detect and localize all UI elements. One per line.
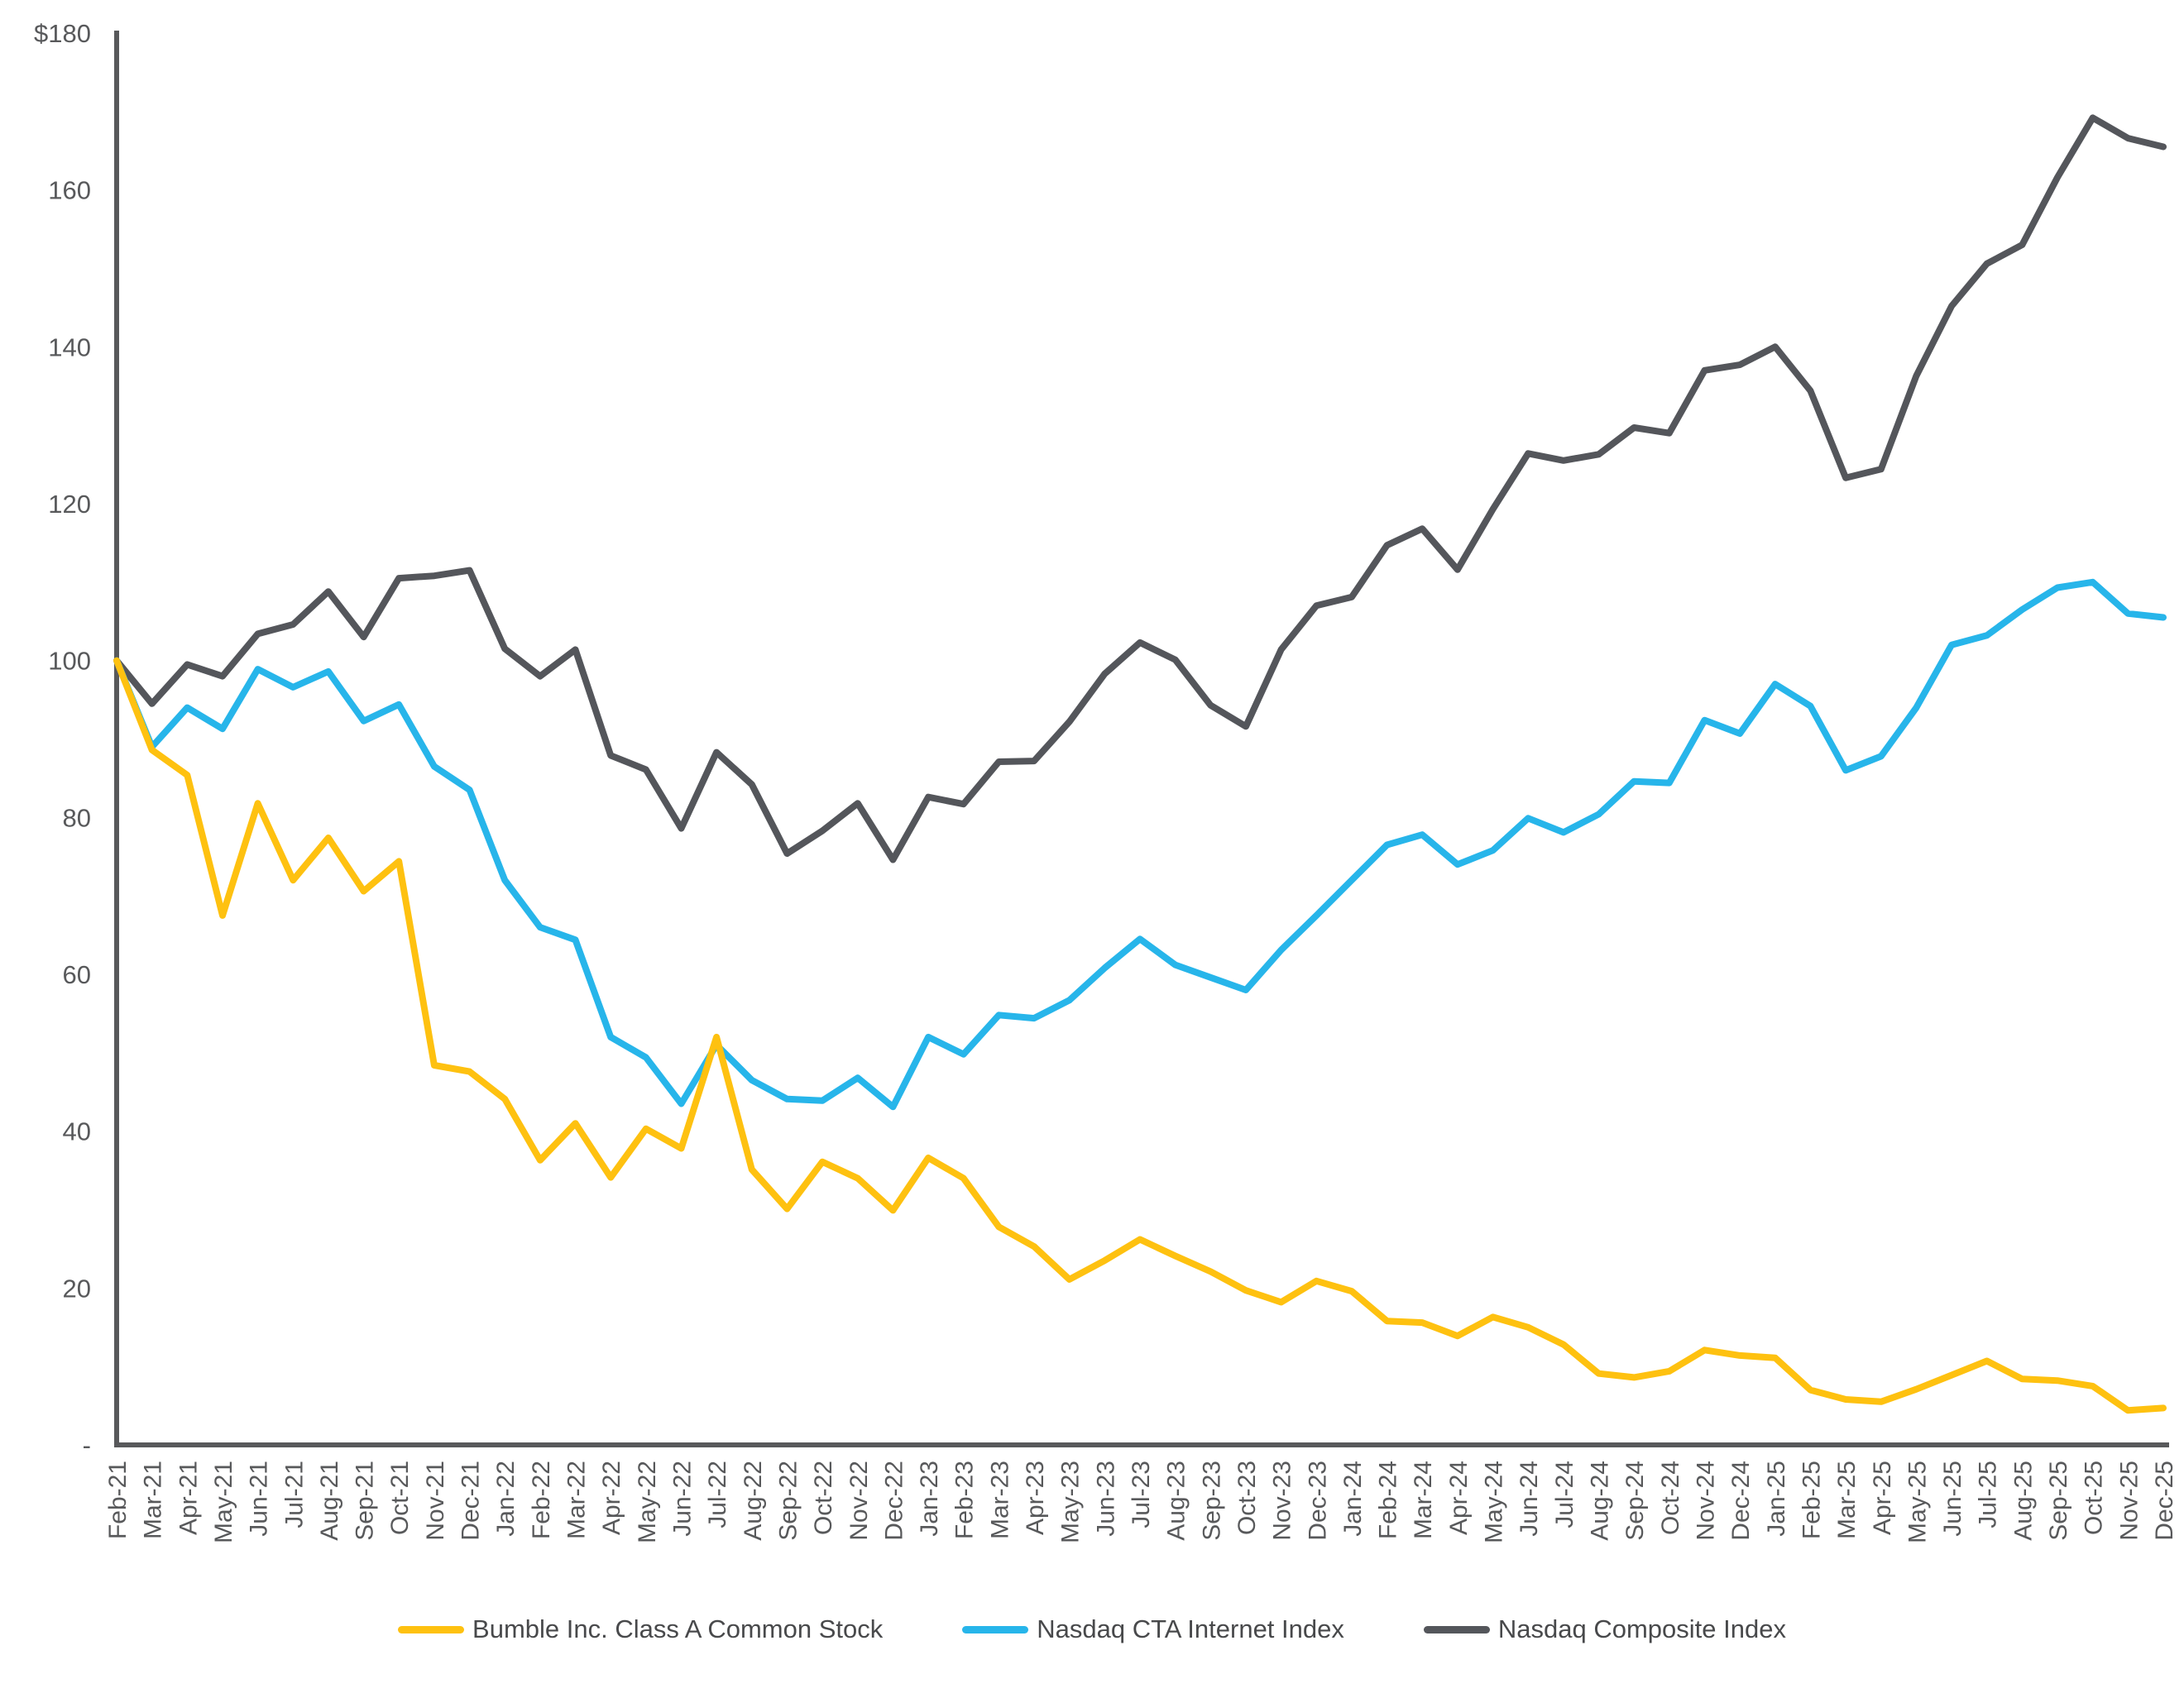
legend-swatch-icon (962, 1625, 1029, 1633)
x-axis-tick-label: Nov-22 (845, 1461, 873, 1541)
y-axis-tick-label: 140 (48, 332, 91, 361)
x-axis-tick-label: Oct-22 (810, 1461, 837, 1535)
x-axis-tick-label: Oct-25 (2081, 1461, 2108, 1535)
x-axis-tick-label: Jun-25 (1939, 1461, 1966, 1537)
x-axis-tick-label: Jun-24 (1516, 1461, 1543, 1537)
x-axis-tick-label: Oct-21 (386, 1461, 414, 1535)
x-axis-tick-label: Feb-22 (528, 1461, 555, 1539)
legend-item-1: Nasdaq CTA Internet Index (962, 1614, 1344, 1644)
x-axis-tick-label: Jul-23 (1128, 1461, 1155, 1528)
x-axis-tick-label: Jan-22 (492, 1461, 520, 1537)
legend-label: Nasdaq Composite Index (1497, 1614, 1786, 1643)
x-axis-tick-label: Sep-24 (1621, 1461, 1649, 1541)
x-axis-tick-label: Sep-25 (2045, 1461, 2072, 1541)
x-axis-tick-label: Jul-22 (704, 1461, 731, 1528)
x-axis-tick-label: Aug-21 (316, 1461, 343, 1541)
x-axis-tick-label: Jun-22 (668, 1461, 696, 1537)
x-axis-tick-label: Feb-23 (951, 1461, 979, 1539)
x-axis-tick-label: Dec-21 (457, 1461, 485, 1541)
x-axis-tick-label: Apr-25 (1869, 1461, 1896, 1535)
y-axis-tick-label: 20 (63, 1274, 91, 1303)
y-axis-tick-label: 60 (63, 960, 91, 989)
x-axis-tick-label: Mar-23 (986, 1461, 1013, 1539)
legend-item-2: Nasdaq Composite Index (1423, 1614, 1786, 1644)
x-axis-tick-label: Oct-23 (1233, 1461, 1261, 1535)
y-axis-tick-label: - (83, 1431, 91, 1460)
x-axis-tick-label: Apr-22 (598, 1461, 625, 1535)
x-axis-tick-label: Apr-23 (1022, 1461, 1049, 1535)
y-axis-tick-label: 120 (48, 490, 91, 519)
legend-label: Nasdaq CTA Internet Index (1037, 1614, 1344, 1643)
x-axis-tick-label: Feb-21 (104, 1461, 132, 1539)
series-line-0 (113, 657, 2167, 1414)
y-axis-tick-label: 80 (63, 803, 91, 832)
x-axis-tick-label: Sep-22 (774, 1461, 802, 1541)
x-axis-tick-label: Mar-22 (563, 1461, 591, 1539)
x-axis-tick-label: Jan-25 (1763, 1461, 1790, 1537)
series-line-1 (113, 578, 2167, 1111)
chart-legend: Bumble Inc. Class A Common Stock Nasdaq C… (0, 1614, 2184, 1644)
x-axis-tick-label: Apr-24 (1445, 1461, 1473, 1535)
x-axis-tick-label: Nov-23 (1269, 1461, 1296, 1541)
x-axis-tick-label: Jan-24 (1339, 1461, 1367, 1537)
x-axis-tick-label: Aug-24 (1587, 1461, 1614, 1541)
x-axis-tick-label: Jun-23 (1092, 1461, 1119, 1537)
legend-label: Bumble Inc. Class A Common Stock (472, 1614, 884, 1643)
legend-item-0: Bumble Inc. Class A Common Stock (398, 1614, 883, 1644)
x-axis-tick-label: Aug-22 (740, 1461, 767, 1541)
x-axis-tick-label: May-25 (1904, 1461, 1931, 1543)
x-axis-tick-label: Apr-21 (175, 1461, 202, 1535)
x-axis-tick-label: Aug-25 (2009, 1461, 2037, 1541)
x-axis-tick-label: Sep-23 (1198, 1461, 1225, 1541)
y-axis-tick-label: $180 (34, 19, 91, 48)
x-axis-tick-label: Nov-25 (2115, 1461, 2143, 1541)
x-axis-tick-label: Jan-23 (916, 1461, 943, 1537)
x-axis-tick-label: Jul-24 (1551, 1461, 1578, 1528)
x-axis-tick-label: Dec-23 (1304, 1461, 1331, 1541)
x-axis-tick-label: May-24 (1481, 1461, 1508, 1543)
y-axis-tick-label: 100 (48, 647, 91, 676)
x-axis-tick-label: Dec-22 (880, 1461, 908, 1541)
legend-swatch-icon (398, 1625, 465, 1633)
x-axis-tick-label: May-21 (210, 1461, 237, 1543)
x-axis-tick-label: Jul-21 (280, 1461, 308, 1528)
x-axis-tick-label: Aug-23 (1163, 1461, 1190, 1541)
x-axis-tick-label: Mar-24 (1410, 1461, 1437, 1539)
x-axis-tick-label: May-22 (634, 1461, 661, 1543)
x-axis-tick-label: Feb-25 (1798, 1461, 1825, 1539)
x-axis-tick-label: Dec-25 (2151, 1461, 2178, 1541)
x-axis-tick-label: Jun-21 (246, 1461, 273, 1537)
x-axis-tick-label: Dec-24 (1727, 1461, 1755, 1541)
x-axis-tick-label: Mar-25 (1833, 1461, 1861, 1539)
x-axis-tick-label: Jul-25 (1975, 1461, 2002, 1528)
x-axis-tick-label: Feb-24 (1375, 1461, 1402, 1539)
x-axis-tick-label: Nov-21 (422, 1461, 449, 1541)
x-axis-tick-label: Oct-24 (1657, 1461, 1684, 1535)
x-axis-tick-label: Sep-21 (352, 1461, 379, 1541)
series-line-2 (113, 114, 2167, 863)
x-axis-tick-label: Mar-21 (140, 1461, 167, 1539)
legend-swatch-icon (1423, 1625, 1490, 1633)
x-axis-tick-label: May-23 (1057, 1461, 1085, 1543)
y-axis-tick-label: 160 (48, 176, 91, 205)
x-axis-tick-label: Nov-24 (1692, 1461, 1719, 1541)
y-axis-tick-label: 40 (63, 1117, 91, 1146)
